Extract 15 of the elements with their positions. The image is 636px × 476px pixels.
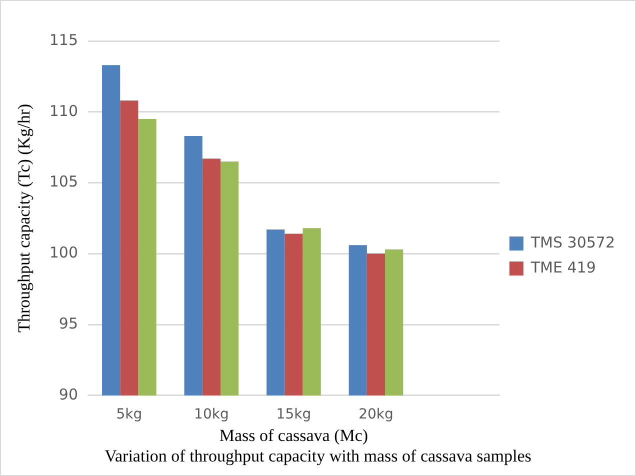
- y-tick-label: 115: [49, 30, 78, 49]
- x-tick-label: 5kg: [116, 406, 142, 422]
- y-axis-title: Throughput capacity (Tc) (Kg/hr): [14, 104, 34, 333]
- x-tick-label: 20kg: [358, 406, 394, 422]
- x-tick-label: 15kg: [276, 406, 312, 422]
- y-tick-label: 95: [58, 314, 78, 332]
- text: Variation of throughput capacity with mass of cassava samples: [104, 446, 532, 466]
- x-axis-title: Mass of cassava (Mc): [219, 426, 368, 445]
- y-tick-label: 90: [58, 385, 78, 404]
- y-tick-label: 100: [49, 244, 78, 262]
- x-tick-label: 10kg: [194, 406, 229, 422]
- legend-label: TMS 30572: [530, 233, 616, 252]
- legend-label: TME 419: [530, 258, 596, 276]
- y-tick-label: 105: [49, 172, 78, 191]
- y-tick-label: 110: [49, 102, 78, 120]
